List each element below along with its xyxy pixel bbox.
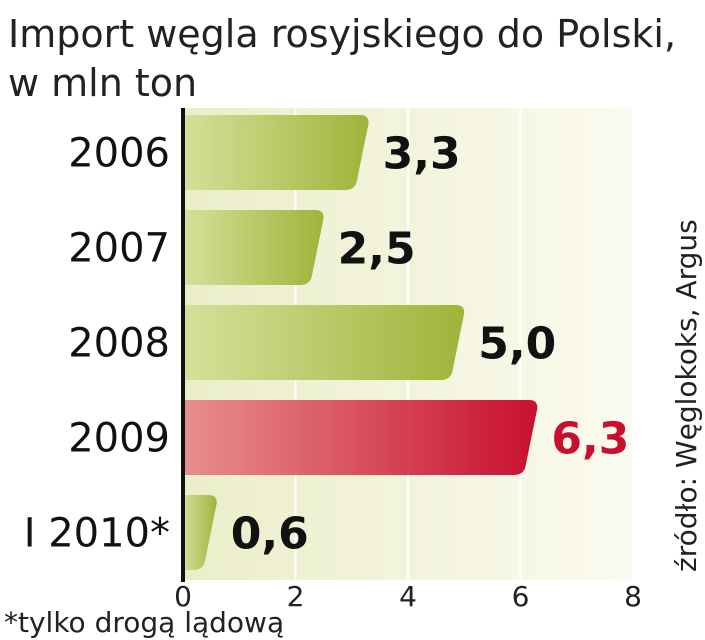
bar-2009 (183, 400, 538, 475)
bar-2007 (183, 210, 324, 285)
value-labels: 3,3 2,5 5,0 6,3 0,6 (231, 129, 630, 560)
category-label: 2006 (68, 131, 170, 177)
x-tick-labels: 0 2 4 6 8 (174, 580, 642, 613)
chart-title: Import węgla rosyjskiego do Polski, (8, 12, 676, 56)
value-label: 3,3 (383, 129, 461, 180)
category-label: 2007 (68, 226, 170, 272)
value-label: 6,3 (551, 414, 629, 465)
x-tick-label: 6 (512, 580, 530, 613)
value-label: 2,5 (338, 224, 416, 275)
category-label: 2009 (68, 416, 170, 462)
x-tick-label: 4 (399, 580, 417, 613)
bars (183, 115, 538, 570)
value-label: 5,0 (478, 319, 556, 370)
x-tick-label: 0 (174, 580, 192, 613)
value-label: 0,6 (231, 509, 309, 560)
bar-2008 (183, 305, 465, 380)
source-note: źródło: Węglokoks, Argus (670, 219, 703, 572)
category-label: I 2010* (24, 511, 170, 557)
chart-subtitle: w mln ton (8, 61, 197, 105)
category-label: 2008 (68, 321, 170, 367)
bar-2006 (183, 115, 369, 190)
bar-i-2010- (183, 495, 217, 570)
x-tick-label: 2 (287, 580, 305, 613)
footnote: *tylko drogą lądową (4, 606, 284, 639)
category-labels: 2006 2007 2008 2009 I 2010* (24, 131, 170, 557)
x-tick-label: 8 (624, 580, 642, 613)
